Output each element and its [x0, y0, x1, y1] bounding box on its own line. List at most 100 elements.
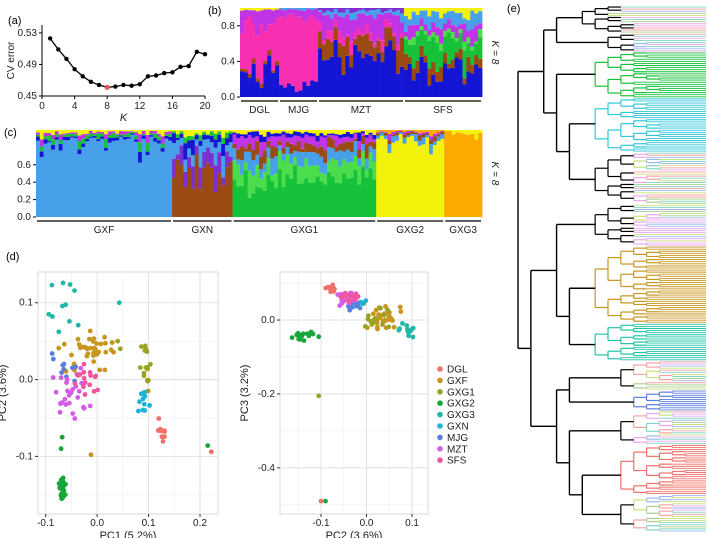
- admixture-bar-segment: [435, 81, 440, 97]
- admixture-bar-segment: [213, 192, 218, 217]
- admixture-bar-segment: [228, 142, 233, 157]
- admixture-bar-segment: [403, 31, 409, 37]
- pca-point-gxf: [98, 341, 104, 347]
- admixture-bar-segment: [407, 56, 413, 64]
- admixture-bar-segment: [415, 31, 420, 36]
- admixture-bar-segment: [470, 133, 475, 217]
- y-tick-label: 0.0: [261, 315, 275, 326]
- admixture-bar-segment: [458, 29, 463, 33]
- admixture-bar-segment: [478, 67, 483, 97]
- admixture-bar-segment: [314, 81, 319, 97]
- admixture-bar-segment: [47, 133, 52, 136]
- admixture-bar-segment: [338, 166, 343, 184]
- admixture-bar-segment: [198, 130, 203, 136]
- admixture-bar-segment: [450, 32, 456, 39]
- admixture-bar-segment: [73, 130, 78, 133]
- admixture-bar-segment: [243, 138, 249, 149]
- admixture-bar-segment: [361, 33, 366, 36]
- admixture-bar-segment: [179, 131, 184, 135]
- admixture-bar-segment: [270, 133, 275, 137]
- admixture-bar-segment: [345, 34, 350, 37]
- admixture-bar-segment: [36, 136, 41, 141]
- admixture-bar-segment: [427, 40, 432, 69]
- admixture-bar-segment: [321, 60, 327, 97]
- admixture-bar-segment: [466, 71, 471, 97]
- admixture-bar-segment: [419, 56, 424, 97]
- admixture-bar-segment: [384, 19, 389, 28]
- admixture-bar-segment: [51, 130, 56, 135]
- admixture-bar-segment: [442, 53, 448, 64]
- admixture-bar-segment: [138, 162, 143, 217]
- pca-point-gxn: [136, 408, 141, 414]
- admixture-bar-segment: [70, 130, 75, 133]
- admixture-bar-segment: [462, 23, 467, 42]
- admixture-bar-segment: [364, 137, 370, 145]
- pca-point-gxg3: [116, 300, 122, 306]
- pca-point-sfs: [343, 291, 348, 297]
- admixture-bar-segment: [247, 10, 253, 17]
- admixture-bar-segment: [345, 55, 350, 97]
- admixture-bar-segment: [187, 130, 192, 136]
- admixture-bar-segment: [372, 10, 378, 19]
- pca-point-mzt: [64, 380, 69, 386]
- admixture-bar-segment: [302, 81, 307, 97]
- admixture-bar-segment: [396, 73, 401, 97]
- admixture-bar-segment: [387, 133, 392, 141]
- admixture-bar-segment: [440, 134, 445, 139]
- admixture-bar-segment: [311, 133, 317, 137]
- admixture-bar-segment: [368, 14, 374, 33]
- admixture-bar-segment: [39, 146, 44, 152]
- admixture-bar-segment: [407, 25, 413, 40]
- admixture-bar-segment: [206, 139, 211, 148]
- admixture-bar-segment: [217, 152, 222, 174]
- admixture-bar-segment: [300, 167, 305, 184]
- admixture-bar-segment: [323, 135, 328, 138]
- admixture-bar-segment: [262, 136, 267, 143]
- admixture-bar-segment: [213, 133, 218, 140]
- y-tick-label: 0.6: [17, 160, 31, 171]
- admixture-bar-segment: [286, 14, 292, 84]
- admixture-bar-segment: [104, 150, 109, 217]
- admixture-bar-segment: [323, 184, 328, 217]
- admixture-bar-segment: [259, 87, 264, 97]
- admixture-bar-segment: [202, 152, 207, 168]
- admixture-bar-segment: [372, 134, 377, 140]
- admixture-bar-segment: [213, 130, 218, 134]
- admixture-bar-segment: [392, 11, 397, 16]
- admixture-bar-segment: [51, 139, 56, 145]
- admixture-bar-segment: [255, 136, 260, 142]
- admixture-bar-segment: [289, 137, 294, 144]
- admixture-bar-segment: [411, 45, 417, 69]
- admixture-bar-segment: [391, 142, 396, 217]
- data-point: [113, 84, 118, 89]
- pca-point-sfs: [88, 373, 93, 378]
- admixture-bar-segment: [104, 130, 109, 135]
- admixture-bar-segment: [411, 24, 417, 38]
- admixture-bar-segment: [310, 15, 315, 81]
- admixture-bar-segment: [224, 132, 230, 139]
- pca-point-dgl: [208, 449, 214, 455]
- admixture-bar-segment: [458, 12, 463, 25]
- admixture-bar-segment: [122, 130, 128, 132]
- admixture-bar-segment: [187, 157, 192, 169]
- pca-point-mzt: [65, 388, 70, 394]
- admixture-bar-segment: [281, 130, 286, 132]
- data-point: [194, 49, 200, 55]
- admixture-bar-segment: [243, 72, 249, 97]
- admixture-bar-segment: [364, 144, 370, 159]
- admixture-bar-segment: [372, 130, 377, 135]
- pca-point-mzt: [87, 403, 93, 409]
- admixture-bar-segment: [88, 133, 94, 137]
- pca-point-gxf: [84, 346, 90, 352]
- admixture-bar-segment: [119, 130, 124, 132]
- admixture-bar-segment: [119, 135, 124, 137]
- pca-point-gxf: [383, 304, 388, 309]
- admixture-bar-segment: [156, 143, 162, 217]
- admixture-bar-segment: [198, 140, 203, 146]
- panel-label-c: (c): [4, 127, 17, 139]
- pca-point-gxg1: [137, 365, 143, 370]
- pca-point-gxf: [91, 359, 97, 364]
- admixture-bar-segment: [388, 9, 393, 13]
- admixture-bar-segment: [81, 143, 86, 148]
